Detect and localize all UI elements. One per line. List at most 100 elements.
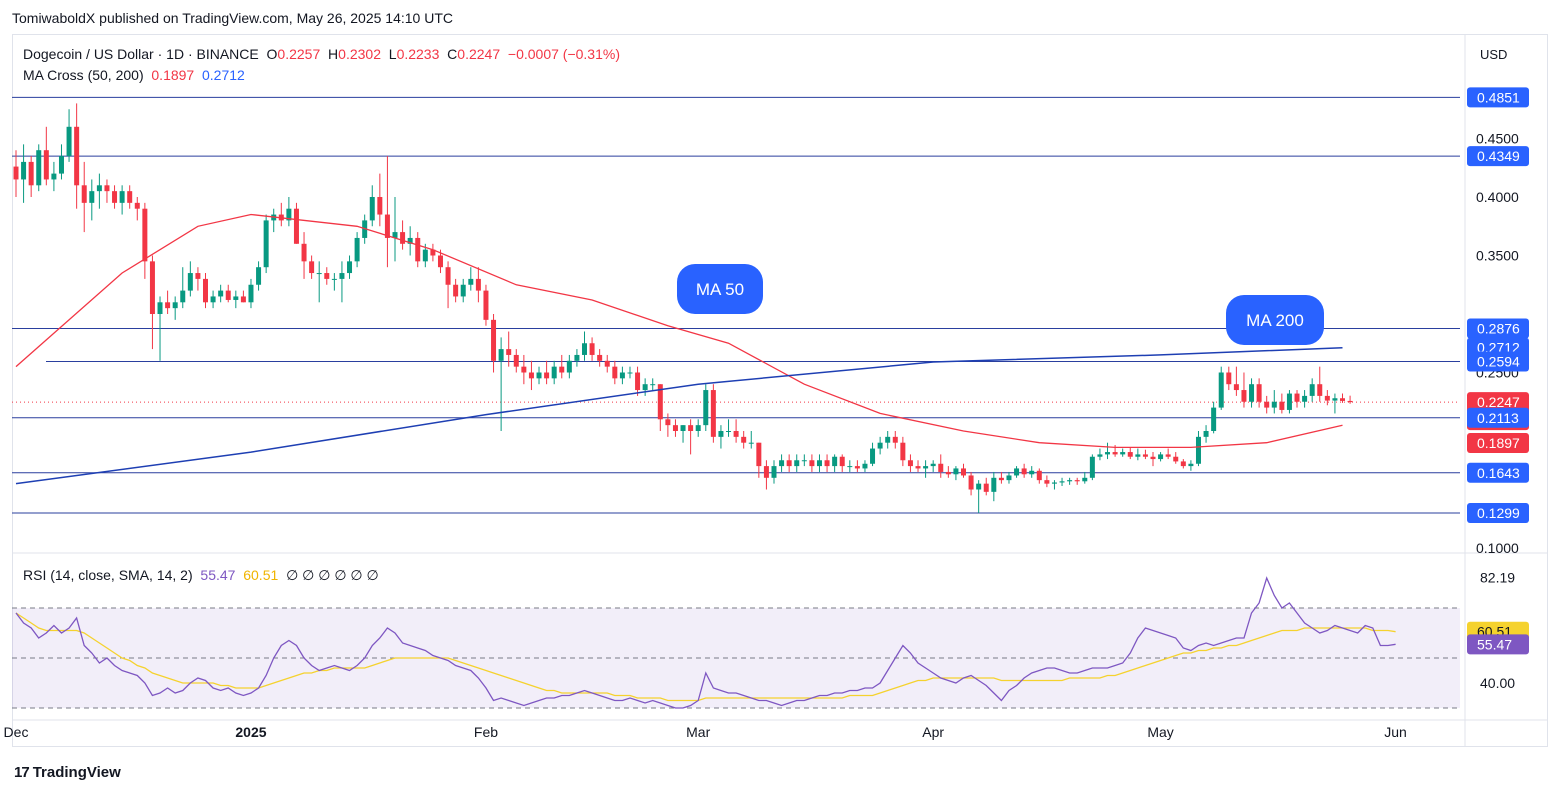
candle-body [81, 185, 87, 203]
ma-cross-label[interactable]: MA Cross (50, 200) [23, 67, 144, 83]
rsi-label[interactable]: RSI (14, close, SMA, 14, 2) [23, 567, 193, 583]
candle-body [1014, 468, 1020, 476]
x-tick-label: May [1147, 724, 1173, 740]
candle-body [74, 126, 80, 186]
x-tick-label: Jun [1384, 724, 1407, 740]
candle-body [991, 477, 997, 492]
ma50-annotation-text: MA 50 [696, 280, 744, 299]
candle-body [112, 191, 118, 203]
candle-body [1173, 456, 1179, 462]
candle-body [779, 460, 785, 467]
candle-body [1211, 407, 1217, 431]
tradingview-logo-icon: 17 [14, 764, 30, 781]
candle-body [437, 255, 443, 268]
candle-body [976, 483, 982, 490]
price-label-box [1467, 433, 1529, 454]
chart-frame [12, 34, 1548, 747]
candle-body [400, 232, 406, 244]
candle-body [263, 220, 269, 268]
candle-body [203, 278, 208, 303]
ma200-annotation-text: MA 200 [1246, 311, 1304, 330]
candle-body [369, 197, 375, 221]
candle-body [1142, 454, 1148, 457]
candle-body [718, 431, 724, 437]
candle-body [1082, 477, 1088, 482]
rsi-y-tick-label: 82.19 [1480, 570, 1515, 586]
price-label-text: 0.2113 [1477, 410, 1519, 426]
rsi-price-label-box [1467, 634, 1529, 655]
x-tick-label: Feb [474, 724, 498, 740]
candle-body [233, 296, 239, 300]
candle-body [58, 156, 64, 174]
candle-body [1044, 480, 1050, 484]
candle-body [210, 296, 216, 303]
candle-body [801, 460, 807, 462]
high-label: H [328, 46, 339, 62]
candle-body [1324, 395, 1330, 401]
price-label-text: 0.1897 [1477, 435, 1520, 451]
ma200-line [15, 346, 1343, 485]
candle-body [574, 354, 580, 361]
candle-body [862, 463, 868, 469]
rsi-line [15, 576, 1396, 709]
candle-body [635, 372, 641, 391]
candle-body [1067, 480, 1073, 482]
brand-name: TradingView [32, 764, 121, 781]
candle-body [1006, 475, 1012, 481]
candle-body [1097, 454, 1103, 457]
candle-body [43, 150, 49, 180]
ma50-annotation-bubble [677, 264, 763, 314]
candle-body [1158, 454, 1164, 460]
candle-body [544, 372, 550, 379]
candle-body [672, 425, 678, 431]
symbol-name[interactable]: Dogecoin / US Dollar · 1D · BINANCE [23, 46, 259, 62]
candle-body [536, 372, 542, 379]
currency-label[interactable]: USD [1480, 47, 1508, 62]
candle-body [157, 302, 163, 314]
candle-body [1286, 393, 1292, 410]
price-label-box [1467, 462, 1529, 483]
change-value: −0.0007 (−0.31%) [507, 46, 620, 62]
candle-body [695, 425, 701, 431]
y-tick-label: 0.4500 [1476, 131, 1519, 147]
candle-body [1271, 401, 1277, 408]
rsi-legend: RSI (14, close, SMA, 14, 2) 55.47 60.51 … [23, 567, 379, 584]
candle-body [187, 273, 193, 291]
candle-body [582, 343, 587, 355]
price-legend: Dogecoin / US Dollar · 1D · BINANCE O0.2… [23, 46, 620, 62]
close-label: C [447, 46, 458, 62]
candle-body [923, 466, 929, 469]
rsi-sma-line [15, 612, 1396, 702]
candle-body [589, 343, 595, 355]
candle-body [1165, 454, 1171, 457]
candle-body [407, 237, 413, 244]
candle-body [475, 278, 481, 291]
candle-body [839, 456, 845, 467]
candle-body [119, 191, 125, 203]
candle-body [513, 354, 519, 367]
candle-body [1256, 384, 1262, 402]
x-tick-label: Apr [922, 724, 944, 740]
low-value: 0.2233 [396, 46, 440, 62]
candle-body [127, 191, 133, 203]
candle-body [453, 284, 459, 297]
candle-body [1294, 393, 1300, 402]
candle-body [1309, 384, 1315, 396]
price-label-box [1467, 407, 1529, 428]
ma50-value: 0.1897 [151, 67, 195, 83]
candle-body [218, 290, 224, 297]
candle-body [832, 456, 838, 467]
candle-body [28, 161, 34, 186]
candle-body [854, 466, 860, 469]
candle-body [1059, 481, 1065, 483]
candle-body [1127, 452, 1133, 457]
price-label-box [1467, 146, 1529, 167]
candle-body [1340, 398, 1345, 401]
candle-body [786, 460, 792, 467]
candle-body [1264, 401, 1270, 408]
price-label-text: 0.2594 [1477, 354, 1520, 370]
candle-body [521, 366, 527, 373]
price-label-text: 0.1643 [1477, 465, 1520, 481]
close-value: 0.2247 [457, 46, 501, 62]
